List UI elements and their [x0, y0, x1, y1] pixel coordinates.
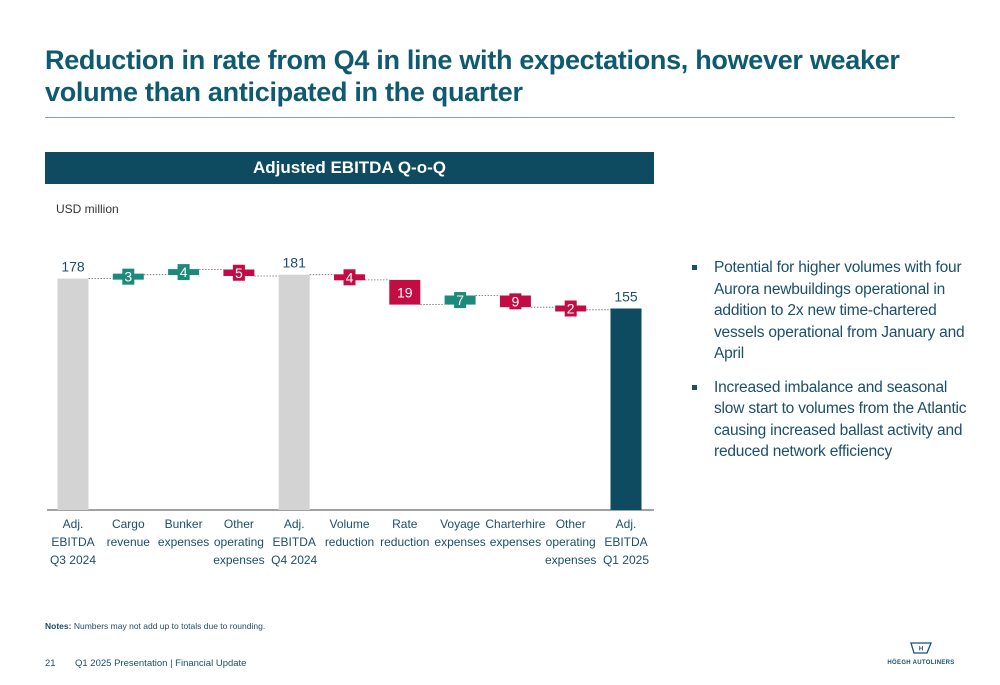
waterfall-chart: 178 3 4 5 181 4 19 7 9 2 155 Adj. EBITDA Q3 2024 Cargo… — [47, 255, 654, 567]
category-label: Bunker — [165, 517, 203, 531]
data-label-bg — [564, 300, 577, 317]
title-divider — [45, 117, 955, 118]
category-label: expenses — [545, 553, 596, 567]
data-label-bg — [177, 264, 190, 281]
category-label: Q4 2024 — [271, 553, 317, 567]
category-label: Rate — [392, 517, 418, 531]
data-label: 4 — [180, 264, 188, 280]
category-label: Charterhire — [485, 517, 545, 531]
data-label: 5 — [235, 265, 243, 281]
bullet-item: Potential for higher volumes with four A… — [690, 257, 980, 365]
chart-header: Adjusted EBITDA Q-o-Q — [45, 152, 654, 184]
notes-label: Notes: — [45, 621, 72, 631]
data-label: 178 — [61, 259, 85, 275]
category-label: EBITDA — [51, 535, 94, 549]
page-title: Reduction in rate from Q4 in line with e… — [45, 45, 900, 107]
category-label: operating — [546, 535, 596, 549]
data-label: 7 — [456, 292, 464, 308]
category-label: EBITDA — [604, 535, 647, 549]
data-label: 4 — [346, 269, 354, 285]
data-label: 9 — [512, 293, 520, 309]
category-label: Q1 2025 — [603, 553, 649, 567]
category-label: Cargo — [112, 517, 145, 531]
data-label-bg — [398, 284, 411, 301]
data-label-bg — [122, 268, 135, 285]
bullet-square-icon — [692, 265, 697, 270]
notes-text: Numbers may not add up to totals due to … — [73, 621, 266, 631]
category-label: Adj. — [284, 517, 305, 531]
ship-logo-icon: H — [910, 642, 932, 654]
bullet-text: Potential for higher volumes with four A… — [714, 259, 965, 362]
bullet-item: Increased imbalance and seasonal slow st… — [690, 377, 980, 463]
category-label: Other — [224, 517, 254, 531]
data-label: 3 — [124, 269, 132, 285]
data-label-bg — [343, 269, 356, 286]
data-label-bg — [509, 293, 522, 310]
data-label: 155 — [614, 289, 638, 305]
category-label: reduction — [380, 535, 429, 549]
category-label: Volume — [329, 517, 369, 531]
unit-label: USD million — [56, 202, 119, 216]
company-logo: H HÖEGH AUTOLINERS — [886, 640, 956, 670]
bar-total — [278, 274, 310, 510]
page-number: 21 — [45, 658, 56, 669]
category-label: expenses — [213, 553, 264, 567]
category-label: revenue — [107, 535, 151, 549]
category-label: operating — [214, 535, 264, 549]
bullet-square-icon — [692, 384, 697, 390]
data-label-bg — [454, 292, 467, 309]
bullet-text: Increased imbalance and seasonal slow st… — [714, 378, 967, 461]
category-label: expenses — [434, 535, 485, 549]
data-label: 2 — [567, 301, 575, 317]
category-label: reduction — [325, 535, 374, 549]
svg-text:H: H — [919, 647, 923, 653]
category-label: Voyage — [440, 517, 480, 531]
category-label: Other — [556, 517, 586, 531]
bar-total — [610, 308, 642, 510]
data-label: 181 — [283, 255, 307, 271]
logo-text: HÖEGH AUTOLINERS — [887, 660, 955, 666]
category-label: Q3 2024 — [50, 553, 96, 567]
bar-total — [57, 278, 89, 510]
data-label: 19 — [397, 284, 413, 300]
category-label: Adj. — [63, 517, 84, 531]
footer-text: Q1 2025 Presentation | Financial Update — [75, 658, 247, 669]
bullet-list: Potential for higher volumes with four A… — [690, 257, 980, 475]
data-label-bg — [232, 264, 245, 281]
category-label: EBITDA — [273, 535, 316, 549]
category-label: expenses — [158, 535, 209, 549]
category-label: expenses — [490, 535, 541, 549]
category-label: Adj. — [616, 517, 637, 531]
notes: Notes: Numbers may not add up to totals … — [45, 621, 265, 631]
